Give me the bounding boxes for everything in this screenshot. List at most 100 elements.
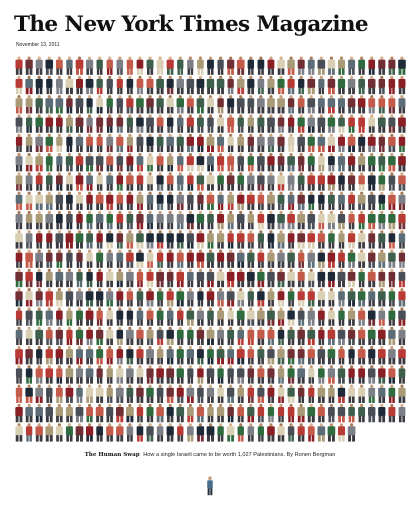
person-figure	[146, 191, 154, 210]
person-figure	[398, 114, 406, 133]
person-figure	[156, 307, 164, 326]
person-figure	[287, 384, 295, 403]
person-figure	[207, 210, 214, 230]
crowd-illustration	[15, 56, 406, 442]
person-figure	[106, 307, 114, 326]
person-figure	[116, 95, 124, 114]
person-figure	[206, 326, 215, 346]
person-figure	[388, 403, 396, 423]
person-figure	[86, 326, 93, 346]
person-figure	[267, 326, 275, 346]
person-figure	[237, 288, 245, 307]
person-figure	[66, 191, 73, 210]
person-figure	[398, 307, 406, 326]
person-figure	[307, 346, 315, 365]
person-figure	[287, 346, 295, 365]
person-figure	[287, 288, 295, 307]
person-figure	[186, 75, 195, 95]
person-figure	[15, 365, 23, 384]
person-figure	[247, 403, 255, 423]
person-figure	[267, 249, 275, 268]
person-figure	[126, 326, 134, 346]
person-figure	[86, 133, 94, 153]
person-figure	[367, 75, 376, 95]
person-figure	[15, 153, 23, 172]
person-figure	[35, 423, 43, 442]
lone-figure-part	[210, 488, 213, 496]
person-figure	[76, 210, 83, 230]
person-figure	[156, 172, 164, 191]
person-figure	[388, 75, 396, 95]
person-figure	[116, 365, 124, 384]
person-figure	[35, 249, 44, 268]
person-figure	[267, 95, 275, 114]
person-figure	[297, 307, 305, 326]
person-figure	[388, 133, 396, 153]
person-figure	[368, 230, 376, 249]
person-figure	[398, 191, 406, 210]
person-figure	[257, 133, 265, 153]
person-figure	[398, 153, 406, 172]
person-figure	[308, 191, 315, 210]
person-figure	[257, 56, 265, 75]
person-figure	[277, 230, 285, 249]
person-figure	[206, 365, 215, 384]
person-figure	[86, 249, 93, 268]
person-figure	[217, 249, 225, 268]
person-figure	[25, 114, 33, 133]
person-figure	[267, 346, 275, 365]
person-figure	[307, 56, 315, 75]
person-figure	[106, 153, 114, 172]
person-figure	[378, 75, 386, 95]
person-figure	[287, 95, 295, 114]
person-figure	[347, 230, 356, 249]
person-figure	[86, 114, 93, 133]
person-figure	[35, 384, 44, 403]
person-figure	[318, 326, 325, 346]
person-figure	[35, 403, 43, 423]
person-figure	[347, 326, 356, 346]
person-figure	[96, 114, 104, 133]
person-figure	[156, 365, 164, 384]
person-figure	[96, 346, 104, 365]
person-figure	[226, 288, 235, 307]
person-figure	[116, 153, 124, 172]
person-figure	[358, 307, 366, 326]
person-figure	[196, 423, 205, 442]
person-figure	[297, 365, 306, 384]
person-figure	[216, 346, 225, 365]
person-figure	[207, 114, 214, 133]
person-figure	[95, 384, 104, 403]
person-figure	[247, 365, 255, 384]
person-figure	[96, 230, 103, 249]
person-figure	[156, 346, 164, 365]
person-figure	[347, 423, 356, 442]
person-figure	[116, 423, 124, 442]
person-figure	[227, 95, 235, 114]
person-figure	[126, 403, 134, 423]
person-figure	[287, 423, 295, 442]
person-figure	[126, 288, 134, 307]
person-figure	[186, 210, 195, 230]
person-figure	[196, 210, 205, 230]
person-figure	[136, 384, 144, 403]
person-figure	[227, 384, 235, 403]
person-figure	[35, 75, 43, 95]
person-figure	[368, 346, 376, 365]
person-figure	[65, 172, 73, 191]
person-figure	[75, 114, 84, 133]
person-figure	[196, 95, 205, 114]
person-figure	[35, 114, 43, 133]
person-figure	[177, 423, 184, 442]
person-figure	[338, 56, 345, 75]
person-figure	[25, 384, 33, 403]
person-figure	[126, 153, 134, 172]
person-figure	[327, 114, 336, 133]
person-figure	[75, 153, 84, 172]
person-figure	[307, 75, 316, 95]
person-figure	[357, 346, 366, 365]
person-figure	[277, 95, 285, 114]
person-figure	[388, 307, 396, 326]
person-figure	[126, 56, 134, 75]
person-figure	[348, 56, 356, 75]
